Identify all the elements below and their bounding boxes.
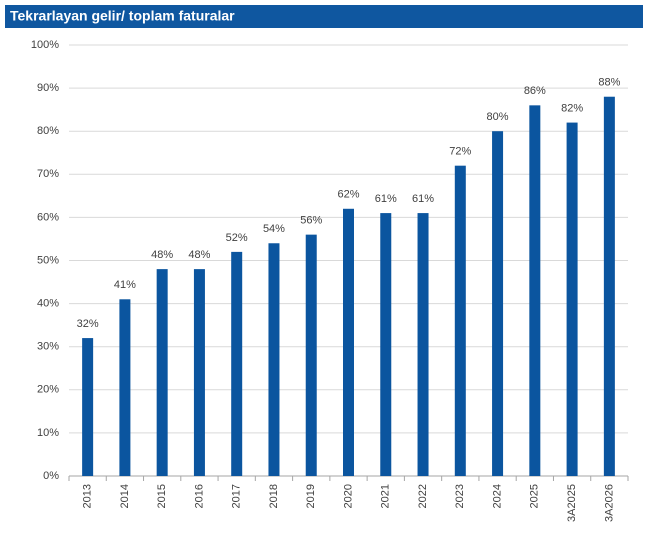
x-tick-label: 2024 [491, 484, 503, 508]
x-tick-label: 3A2026 [603, 484, 615, 522]
data-label: 56% [300, 215, 322, 227]
bar [529, 105, 541, 476]
data-label: 62% [337, 189, 359, 201]
data-label: 61% [412, 193, 434, 205]
bar [156, 269, 168, 476]
y-tick-label: 20% [37, 384, 59, 396]
data-label: 82% [561, 102, 583, 114]
bar [343, 208, 354, 476]
data-label: 80% [487, 111, 509, 123]
data-label: 54% [263, 223, 285, 235]
y-tick-label: 60% [37, 211, 59, 223]
bar [231, 251, 243, 476]
y-tick-label: 30% [37, 341, 59, 353]
y-tick-label: 10% [37, 427, 59, 439]
bar [305, 234, 317, 476]
x-tick-label: 2013 [82, 484, 94, 508]
data-label: 61% [375, 193, 397, 205]
y-tick-label: 40% [37, 298, 59, 310]
x-tick-label: 2023 [454, 484, 466, 508]
data-label: 41% [114, 279, 136, 291]
x-tick-label: 2020 [342, 484, 354, 508]
data-label: 88% [598, 77, 620, 89]
data-label: 86% [524, 85, 546, 97]
x-tick-label: 2017 [231, 484, 243, 508]
chart-title: Tekrarlayan gelir/ toplam faturalar [10, 8, 235, 24]
bar [380, 213, 392, 476]
bar [566, 122, 578, 476]
y-tick-label: 90% [37, 82, 59, 94]
y-tick-label: 70% [37, 168, 59, 180]
data-label: 72% [449, 146, 471, 158]
x-tick-label: 2025 [529, 484, 541, 508]
y-tick-label: 50% [37, 254, 59, 266]
y-tick-label: 0% [43, 470, 59, 482]
bar [417, 213, 429, 476]
x-tick-label: 2022 [417, 484, 429, 508]
bar [492, 131, 504, 476]
bar [82, 338, 94, 476]
y-tick-label: 80% [37, 125, 59, 137]
x-tick-label: 2019 [305, 484, 317, 508]
bar [268, 243, 280, 476]
bar [193, 269, 205, 476]
x-tick-label: 2015 [156, 484, 168, 508]
bar [603, 96, 615, 476]
x-tick-label: 3A2025 [566, 484, 578, 522]
bar [454, 165, 466, 476]
x-tick-label: 2016 [193, 484, 205, 508]
data-label: 48% [188, 249, 210, 261]
x-tick-label: 2021 [380, 484, 392, 508]
bar [119, 299, 131, 476]
data-label: 48% [151, 249, 173, 261]
y-tick-label: 100% [31, 39, 59, 51]
x-tick-label: 2018 [268, 484, 280, 508]
title-bar [5, 5, 643, 28]
x-tick-label: 2014 [119, 484, 131, 508]
data-label: 32% [77, 318, 99, 330]
data-label: 52% [226, 232, 248, 244]
